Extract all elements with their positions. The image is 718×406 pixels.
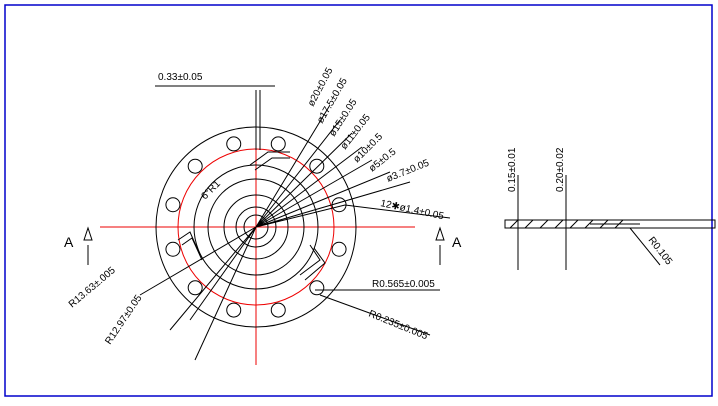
side-view [504,175,716,270]
hole [165,241,181,257]
front-view [83,85,451,365]
hole [226,302,242,318]
frame [4,4,713,397]
hole [187,280,203,296]
hole [331,241,347,257]
hole [226,136,242,152]
dim-label: R12.97±0.05 [103,293,144,347]
section-label: A [452,234,462,250]
dim-label: 12✱ø1.4±0.05 [379,198,445,222]
section-label: A [64,234,74,250]
dim-label: 0.20±0.02 [555,147,566,192]
hole [187,158,203,174]
hole [309,280,325,296]
hole [270,302,286,318]
dim-label: R13.63±.005 [67,265,118,310]
hole [270,136,286,152]
dim-label: 6°R1 [199,178,223,202]
hole [309,158,325,174]
dim-label: 0.33±0.05 [158,72,203,83]
hole [165,197,181,213]
dim-label: 0.15±0.01 [507,147,518,192]
dim-label: R0.235±0.005 [367,309,430,343]
dim-label: R0.565±0.005 [372,279,435,290]
dim-label: R0.105 [646,235,675,268]
dim-label: ø3.7±0.05 [385,158,431,185]
